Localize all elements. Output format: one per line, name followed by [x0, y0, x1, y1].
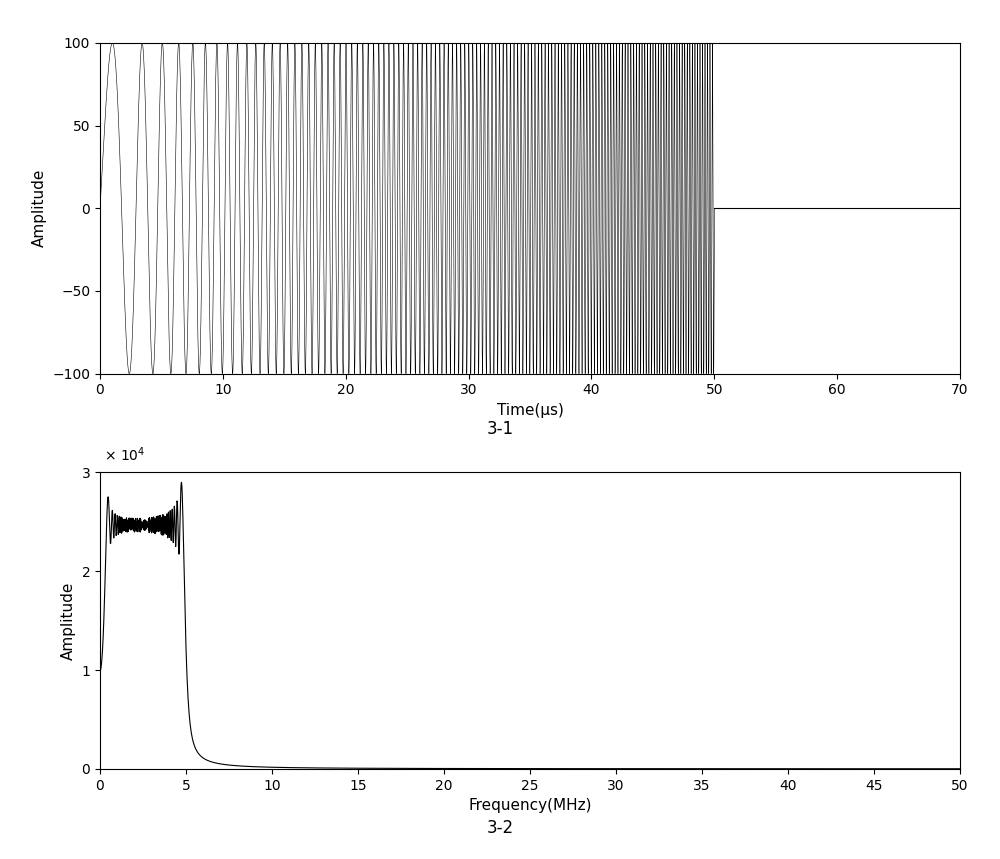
Text: 3-1: 3-1	[486, 420, 514, 438]
X-axis label: Time(μs): Time(μs)	[497, 403, 563, 418]
Text: $\times$ 10$^4$: $\times$ 10$^4$	[104, 445, 146, 464]
X-axis label: Frequency(MHz): Frequency(MHz)	[468, 798, 592, 813]
Y-axis label: Amplitude: Amplitude	[32, 169, 47, 247]
Text: 3-2: 3-2	[486, 819, 514, 838]
Y-axis label: Amplitude: Amplitude	[61, 582, 76, 660]
